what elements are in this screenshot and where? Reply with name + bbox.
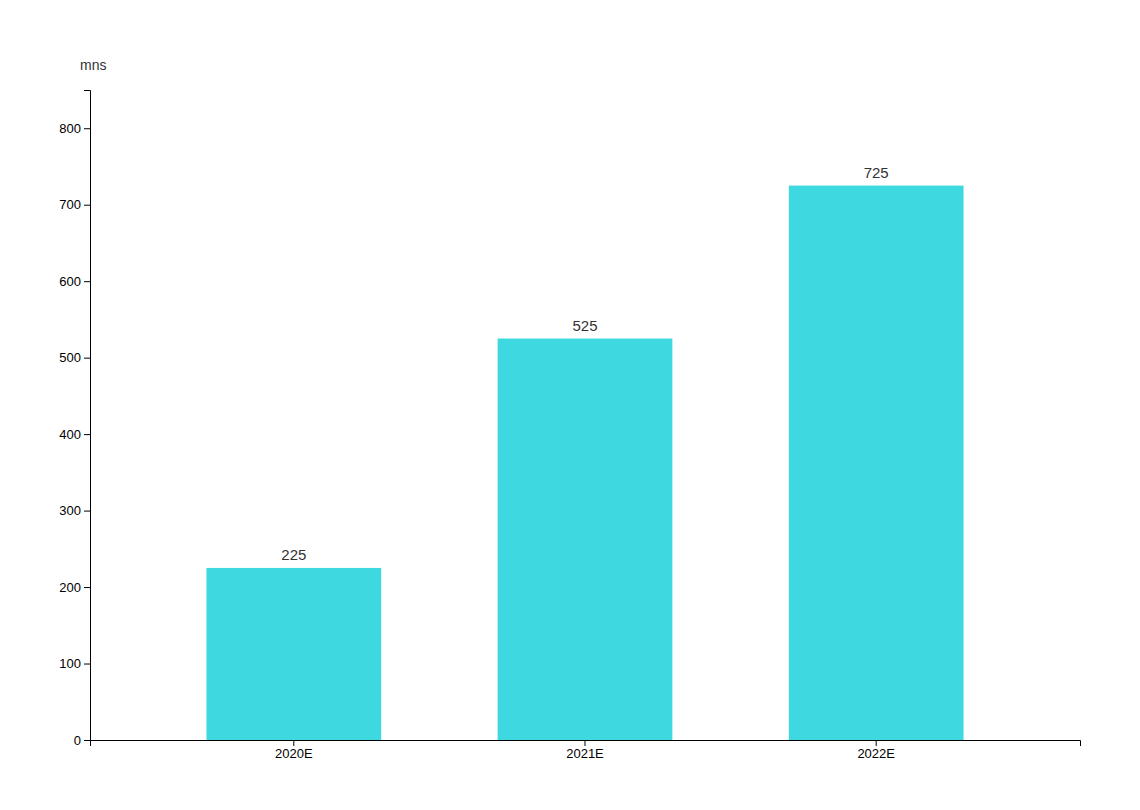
y-tick-mark (84, 740, 90, 741)
x-tick-mark (293, 740, 294, 746)
y-tick-mark (84, 587, 90, 588)
x-tick-label: 2021E (566, 746, 604, 761)
y-tick-label: 100 (59, 656, 81, 671)
x-tick-mark (876, 740, 877, 746)
y-tick-label: 700 (59, 197, 81, 212)
y-tick-mark (84, 281, 90, 282)
y-tick-mark (84, 128, 90, 129)
y-tick-mark (84, 205, 90, 206)
x-tick: 2022E (857, 740, 895, 761)
y-axis: 0 100 200 300 400 500 600 700 800 (59, 91, 90, 748)
x-tick-mark (585, 740, 586, 746)
y-tick-label: 800 (59, 121, 81, 136)
chart: 0 100 200 300 400 500 600 700 800 2020E 2021E 2022E… (0, 0, 1140, 810)
y-tick-mark (84, 358, 90, 359)
data-label: 525 (572, 317, 597, 334)
y-tick-mark (84, 664, 90, 665)
bars (206, 186, 963, 740)
y-tick: 400 (59, 427, 90, 442)
y-tick: 700 (59, 197, 90, 212)
y-tick: 500 (59, 350, 90, 365)
y-tick-label: 400 (59, 427, 81, 442)
data-label: 725 (864, 164, 889, 181)
y-tick-mark (84, 434, 90, 435)
x-tick-label: 2020E (275, 746, 313, 761)
plot: 0 100 200 300 400 500 600 700 800 2020E 2021E 2022E… (59, 57, 1080, 761)
x-tick-label: 2022E (857, 746, 895, 761)
y-tick-label: 500 (59, 350, 81, 365)
y-tick: 600 (59, 274, 90, 289)
bar (206, 568, 381, 740)
y-tick-label: 600 (59, 274, 81, 289)
y-axis-label: mns (80, 57, 106, 73)
y-tick: 300 (59, 503, 90, 518)
y-tick-label: 300 (59, 503, 81, 518)
data-labels: 225 525 725 (281, 164, 888, 563)
y-tick: 800 (59, 121, 90, 136)
bar (498, 339, 673, 740)
x-axis-line (91, 741, 1081, 747)
y-tick-label: 200 (59, 580, 81, 595)
y-tick-mark (84, 511, 90, 512)
x-tick: 2021E (566, 740, 604, 761)
y-axis-line (84, 91, 91, 741)
y-tick: 200 (59, 580, 90, 595)
bar (789, 186, 964, 740)
x-axis: 2020E 2021E 2022E (91, 740, 1081, 761)
data-label: 225 (281, 546, 306, 563)
y-tick-label: 0 (74, 733, 81, 748)
x-tick: 2020E (275, 740, 313, 761)
y-tick: 0 (74, 733, 90, 748)
y-tick: 100 (59, 656, 90, 671)
